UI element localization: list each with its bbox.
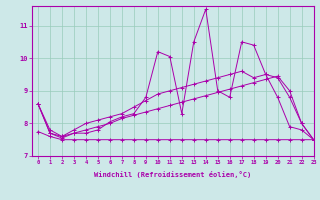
X-axis label: Windchill (Refroidissement éolien,°C): Windchill (Refroidissement éolien,°C)	[94, 171, 252, 178]
